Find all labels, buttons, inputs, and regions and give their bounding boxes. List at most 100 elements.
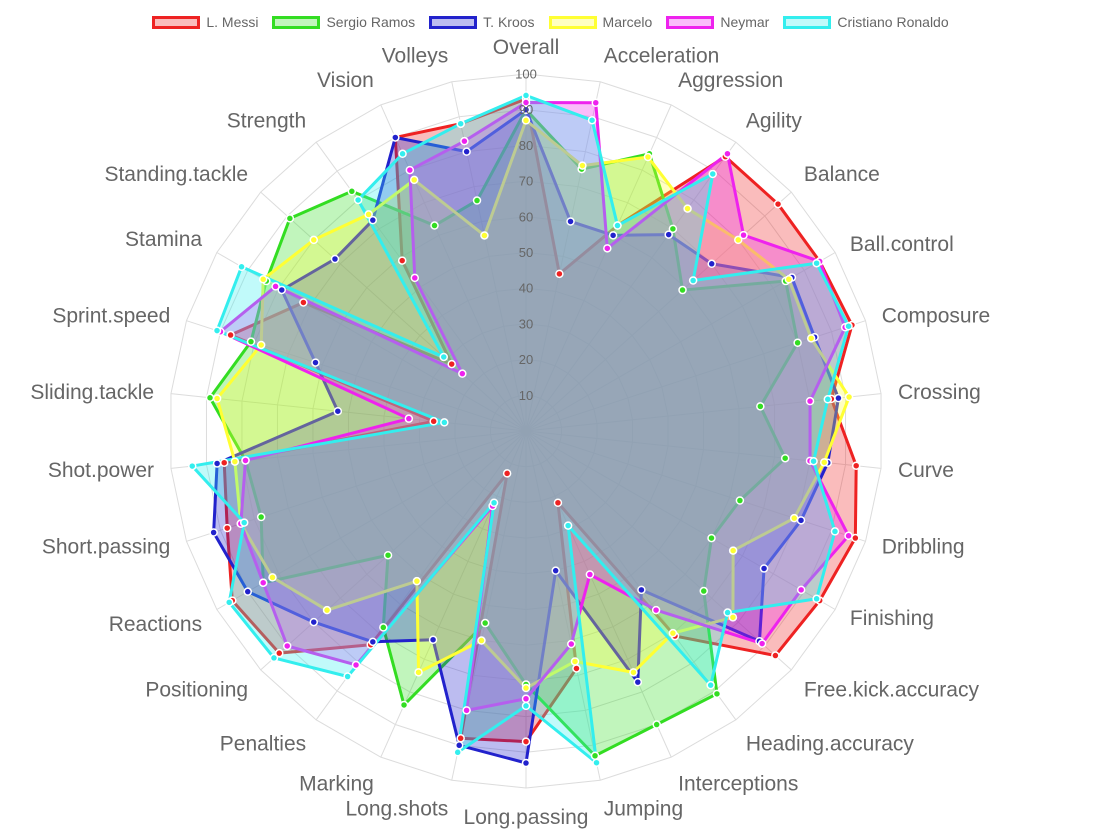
tick-labels: 10 20 30 40 50 60 70 80 90 100: [515, 67, 537, 403]
data-point: [414, 668, 423, 677]
legend-swatch: [548, 15, 597, 29]
data-point: [222, 523, 232, 533]
data-point: [353, 195, 363, 205]
data-point: [668, 224, 678, 234]
grid-spoke: [170, 393, 527, 432]
data-point: [728, 546, 738, 555]
data-point: [613, 221, 622, 230]
grid-spoke: [525, 430, 601, 781]
grid-spoke: [525, 81, 601, 432]
data-point: [246, 337, 256, 346]
data-point: [707, 533, 716, 543]
data-point: [477, 636, 486, 645]
data-point: [239, 518, 249, 527]
data-point: [809, 456, 818, 466]
grid-spoke: [525, 430, 866, 542]
data-point: [608, 231, 618, 240]
axis-label: Dribbling: [882, 536, 965, 559]
data-point: [277, 285, 287, 295]
data-point: [651, 605, 661, 615]
legend-item[interactable]: Marcelo: [548, 14, 653, 30]
data-point: [563, 521, 573, 530]
grid-spoke: [525, 430, 737, 721]
data-point: [830, 527, 840, 536]
legend-item[interactable]: L. Messi: [152, 14, 258, 30]
data-point: [521, 737, 531, 746]
data-point: [383, 550, 393, 560]
data-point: [256, 340, 266, 350]
data-point: [851, 533, 860, 543]
tick-label: 60: [519, 209, 533, 224]
axis-label: Strength: [227, 109, 306, 132]
data-point: [664, 230, 673, 239]
data-point: [629, 668, 638, 677]
data-point: [237, 262, 246, 272]
data-point: [404, 414, 414, 423]
data-point: [502, 469, 512, 478]
data-point: [391, 133, 400, 142]
legend-item[interactable]: Sergio Ramos: [272, 14, 415, 30]
data-point: [285, 214, 295, 223]
grid-spoke: [525, 430, 836, 610]
data-point: [368, 215, 378, 225]
legend-label: Neymar: [720, 14, 770, 30]
legend-item[interactable]: Cristiano Ronaldo: [783, 14, 949, 30]
axis-label: Composure: [882, 304, 991, 327]
data-point: [780, 453, 790, 463]
data-point: [521, 91, 531, 100]
data-point: [708, 169, 718, 179]
data-point: [489, 498, 499, 507]
data-point: [688, 276, 698, 285]
data-point: [683, 204, 692, 213]
axis-label: Marking: [299, 773, 374, 796]
data-point: [188, 461, 197, 471]
data-point: [299, 298, 308, 307]
legend-swatch: [429, 15, 478, 29]
data-point: [447, 359, 456, 369]
data-point: [409, 175, 419, 185]
data-point: [440, 418, 449, 427]
legend-item[interactable]: T. Kroos: [429, 14, 535, 30]
data-point: [268, 573, 277, 582]
legend-swatch: [152, 15, 201, 29]
axis-label: Interceptions: [678, 773, 798, 796]
data-point: [668, 628, 678, 638]
data-point: [551, 566, 560, 575]
axis-label: Vision: [317, 69, 374, 92]
axis-label: Finishing: [850, 607, 934, 630]
data-point: [309, 235, 319, 245]
data-point: [587, 115, 597, 125]
axis-label: Long.shots: [345, 798, 448, 821]
series-points: [188, 91, 861, 768]
data-point: [678, 285, 687, 295]
grid-spoke: [216, 430, 527, 610]
data-point: [521, 116, 531, 125]
data-point: [405, 165, 415, 175]
legend-label: T. Kroos: [483, 14, 535, 30]
data-point: [379, 623, 388, 632]
data-point: [712, 689, 722, 699]
data-point: [226, 330, 235, 340]
data-point: [739, 230, 748, 240]
data-point: [472, 196, 482, 205]
data-point: [309, 617, 319, 627]
data-point: [368, 637, 378, 647]
grid-spoke: [380, 104, 527, 432]
legend-item[interactable]: Neymar: [666, 14, 769, 30]
tick-label: 70: [519, 174, 533, 189]
axis-label: Free.kick.accuracy: [804, 678, 980, 701]
data-point: [456, 119, 465, 128]
axis-label: Aggression: [678, 69, 783, 92]
data-point: [572, 664, 581, 673]
legend-label: Marcelo: [602, 14, 653, 30]
grid-spoke: [260, 191, 527, 432]
data-point: [343, 672, 352, 681]
axis-label: Jumping: [604, 798, 683, 821]
tick-label: 80: [519, 138, 533, 153]
axis-label: Reactions: [109, 613, 202, 636]
data-point: [399, 700, 409, 710]
data-point: [521, 683, 531, 693]
data-point: [555, 269, 564, 279]
data-point: [603, 244, 612, 253]
data-point: [789, 513, 799, 523]
